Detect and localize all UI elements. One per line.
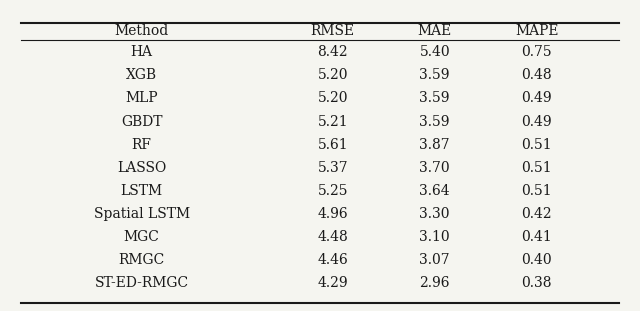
Text: 5.37: 5.37 [317,161,348,175]
Text: RMSE: RMSE [310,24,355,38]
Text: XGB: XGB [126,68,157,82]
Text: 3.10: 3.10 [419,230,450,244]
Text: 5.21: 5.21 [317,114,348,128]
Text: 0.49: 0.49 [522,91,552,105]
Text: RMGC: RMGC [118,253,164,267]
Text: 0.41: 0.41 [522,230,552,244]
Text: MAE: MAE [417,24,452,38]
Text: HA: HA [131,45,152,59]
Text: 0.51: 0.51 [522,161,552,175]
Text: 8.42: 8.42 [317,45,348,59]
Text: 3.59: 3.59 [419,68,450,82]
Text: 3.59: 3.59 [419,114,450,128]
Text: 4.46: 4.46 [317,253,348,267]
Text: 5.61: 5.61 [317,138,348,152]
Text: 3.64: 3.64 [419,184,450,198]
Text: 2.96: 2.96 [419,276,450,290]
Text: 5.25: 5.25 [317,184,348,198]
Text: 0.42: 0.42 [522,207,552,221]
Text: 0.51: 0.51 [522,138,552,152]
Text: Spatial LSTM: Spatial LSTM [93,207,189,221]
Text: MGC: MGC [124,230,159,244]
Text: MLP: MLP [125,91,158,105]
Text: 0.40: 0.40 [522,253,552,267]
Text: 5.20: 5.20 [317,91,348,105]
Text: 3.59: 3.59 [419,91,450,105]
Text: GBDT: GBDT [121,114,163,128]
Text: 4.48: 4.48 [317,230,348,244]
Text: 3.30: 3.30 [419,207,450,221]
Text: 3.07: 3.07 [419,253,450,267]
Text: 4.29: 4.29 [317,276,348,290]
Text: 0.75: 0.75 [522,45,552,59]
Text: 0.51: 0.51 [522,184,552,198]
Text: ST-ED-RMGC: ST-ED-RMGC [95,276,189,290]
Text: Method: Method [115,24,169,38]
Text: 0.49: 0.49 [522,114,552,128]
Text: LSTM: LSTM [120,184,163,198]
Text: 4.96: 4.96 [317,207,348,221]
Text: 5.40: 5.40 [419,45,450,59]
Text: 5.20: 5.20 [317,68,348,82]
Text: 3.70: 3.70 [419,161,450,175]
Text: 3.87: 3.87 [419,138,450,152]
Text: RF: RF [132,138,152,152]
Text: 0.48: 0.48 [522,68,552,82]
Text: LASSO: LASSO [117,161,166,175]
Text: MAPE: MAPE [515,24,559,38]
Text: 0.38: 0.38 [522,276,552,290]
